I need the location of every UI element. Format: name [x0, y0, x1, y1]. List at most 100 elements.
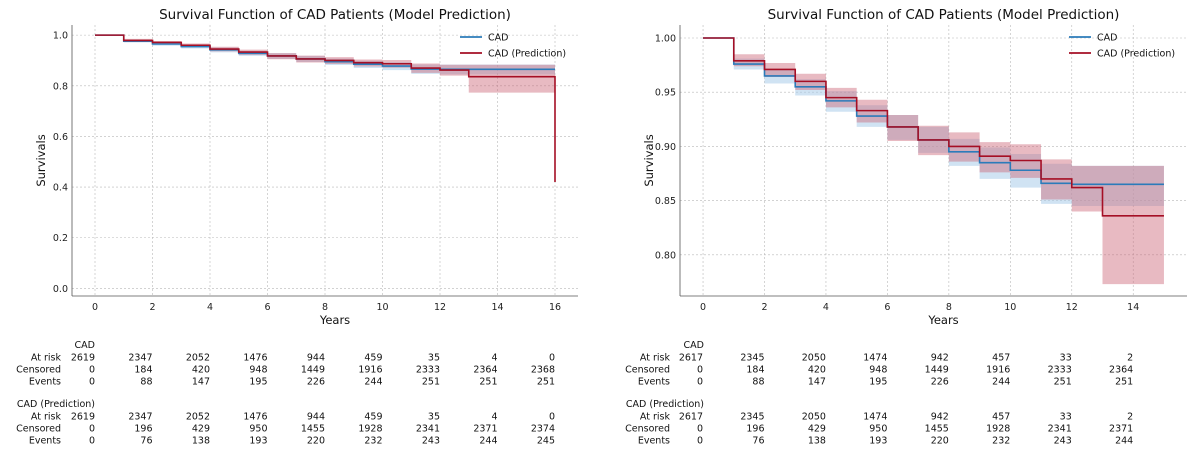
risk-table-cell: 184 — [134, 365, 152, 376]
risk-table-cell: 942 — [931, 412, 949, 423]
x-tick-label: 14 — [1127, 302, 1139, 313]
risk-table-cell: 243 — [1054, 436, 1072, 447]
risk-table-cell: 195 — [869, 377, 887, 388]
x-tick-label: 12 — [1066, 302, 1078, 313]
y-tick-label: 0.2 — [53, 233, 68, 244]
y-tick-label: 0.85 — [655, 196, 676, 207]
risk-table-cell: 420 — [808, 365, 826, 376]
risk-table-cell: 0 — [697, 424, 703, 435]
risk-table-cell: 2 — [1127, 353, 1133, 364]
risk-table-cell: 1455 — [925, 424, 949, 435]
risk-table-cell: 944 — [307, 412, 325, 423]
x-tick-label: 14 — [491, 302, 503, 313]
x-tick-label: 12 — [434, 302, 446, 313]
risk-table-row-label: At risk — [640, 353, 671, 364]
x-tick-label: 0 — [700, 302, 706, 313]
risk-table-cell: 2052 — [186, 412, 210, 423]
y-tick-label: 1.00 — [655, 34, 676, 45]
risk-table-group-name: CAD — [684, 340, 704, 351]
risk-table-cell: 226 — [931, 377, 949, 388]
risk-table-cell: 2345 — [740, 353, 764, 364]
survival-line-cad — [703, 37, 1164, 186]
risk-table-cell: 232 — [992, 436, 1010, 447]
y-axis-label: Survivals — [642, 134, 656, 186]
risk-table-cell: 196 — [134, 424, 152, 435]
risk-table-cell: 2347 — [128, 412, 152, 423]
risk-table-row-label: Censored — [625, 424, 670, 435]
risk-table-cell: 251 — [422, 377, 440, 388]
risk-table-cell: 0 — [89, 424, 95, 435]
confidence-band-cad — [703, 38, 1164, 207]
x-tick-label: 10 — [1004, 302, 1016, 313]
risk-table-cell: 33 — [1060, 353, 1072, 364]
risk-table-cell: 244 — [479, 436, 497, 447]
risk-table-cell: 196 — [746, 424, 764, 435]
risk-table-cell: 4 — [491, 412, 497, 423]
chart-title: Survival Function of CAD Patients (Model… — [159, 7, 511, 23]
y-tick-label: 0.90 — [655, 142, 676, 153]
risk-table-cell: 2619 — [71, 353, 95, 364]
risk-table-cell: 2050 — [802, 353, 826, 364]
risk-table-cell: 2333 — [416, 365, 440, 376]
risk-table-cell: 184 — [746, 365, 764, 376]
risk-table-row-label: At risk — [31, 412, 62, 423]
risk-table-cell: 251 — [479, 377, 497, 388]
y-tick-label: 0.80 — [655, 250, 676, 261]
risk-table-row-label: Events — [29, 436, 61, 447]
x-axis-label: Years — [319, 313, 350, 327]
risk-table-cell: 0 — [697, 365, 703, 376]
x-tick-label: 8 — [946, 302, 952, 313]
x-axis-label: Years — [927, 313, 958, 327]
y-tick-label: 0.6 — [53, 132, 68, 143]
risk-table-group-name: CAD — [75, 340, 95, 351]
x-tick-label: 4 — [207, 302, 213, 313]
risk-table-row-label: Censored — [625, 365, 670, 376]
risk-table-cell: 193 — [869, 436, 887, 447]
risk-table-cell: 243 — [422, 436, 440, 447]
risk-table-cell: 147 — [192, 377, 210, 388]
risk-table-cell: 2 — [1127, 412, 1133, 423]
risk-table-cell: 245 — [537, 436, 555, 447]
risk-table-cell: 2364 — [473, 365, 497, 376]
risk-table-cell: 2371 — [473, 424, 497, 435]
risk-table-cell: 459 — [364, 412, 382, 423]
risk-table-cell: 1449 — [925, 365, 949, 376]
risk-table-cell: 420 — [192, 365, 210, 376]
risk-table-cell: 138 — [808, 436, 826, 447]
risk-table-cell: 2617 — [679, 353, 703, 364]
survival-line-cad-prediction — [95, 34, 556, 183]
risk-table-cell: 2333 — [1048, 365, 1072, 376]
risk-table-cell: 1476 — [243, 353, 267, 364]
risk-table-cell: 1474 — [863, 353, 887, 364]
risk-table-cell: 2341 — [416, 424, 440, 435]
risk-table-cell: 226 — [307, 377, 325, 388]
risk-table-group-name: CAD (Prediction) — [626, 399, 704, 410]
risk-table-cell: 220 — [931, 436, 949, 447]
y-tick-label: 1.0 — [53, 31, 68, 42]
risk-table-cell: 457 — [992, 412, 1010, 423]
risk-table-cell: 244 — [992, 377, 1010, 388]
risk-table-cell: 0 — [697, 436, 703, 447]
risk-table-cell: 76 — [140, 436, 152, 447]
risk-table-row-label: At risk — [31, 353, 62, 364]
risk-table-cell: 2050 — [802, 412, 826, 423]
y-tick-label: 0.8 — [53, 81, 68, 92]
legend-label: CAD (Prediction) — [488, 49, 566, 60]
risk-table-cell: 0 — [89, 377, 95, 388]
risk-table-cell: 459 — [364, 353, 382, 364]
y-tick-label: 0.95 — [655, 88, 676, 99]
risk-table-cell: 1916 — [358, 365, 382, 376]
survival-line-cad-prediction — [703, 37, 1164, 217]
y-axis-label: Survivals — [34, 134, 48, 186]
risk-table-cell: 1928 — [358, 424, 382, 435]
risk-table-cell: 948 — [249, 365, 267, 376]
y-tick-label: 0.4 — [53, 183, 68, 194]
risk-table-cell: 35 — [428, 412, 440, 423]
survival-chart-right-svg: 0 2 4 6 8 10 12 14 0.80 0.85 0.90 0.95 1.00 Survival … — [625, 7, 1187, 447]
risk-table-cell: 2371 — [1109, 424, 1133, 435]
risk-table-cell: 0 — [89, 436, 95, 447]
risk-table-cell: 2617 — [679, 412, 703, 423]
survival-chart-right: 0 2 4 6 8 10 12 14 0.80 0.85 0.90 0.95 1.00 Survival … — [597, 0, 1194, 464]
risk-table-row-label: Events — [29, 377, 61, 388]
risk-table-cell: 220 — [307, 436, 325, 447]
